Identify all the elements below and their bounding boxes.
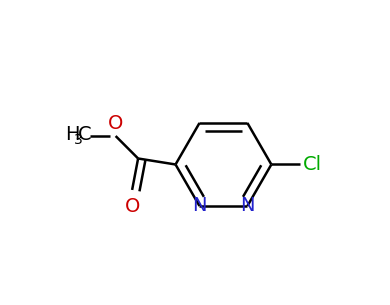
Text: N: N [240, 196, 255, 215]
Text: H: H [65, 125, 80, 144]
Text: O: O [124, 197, 140, 217]
Text: Cl: Cl [303, 155, 322, 174]
Text: 3: 3 [74, 133, 83, 147]
Text: O: O [108, 114, 123, 133]
Text: N: N [192, 196, 207, 215]
Text: C: C [77, 125, 91, 144]
